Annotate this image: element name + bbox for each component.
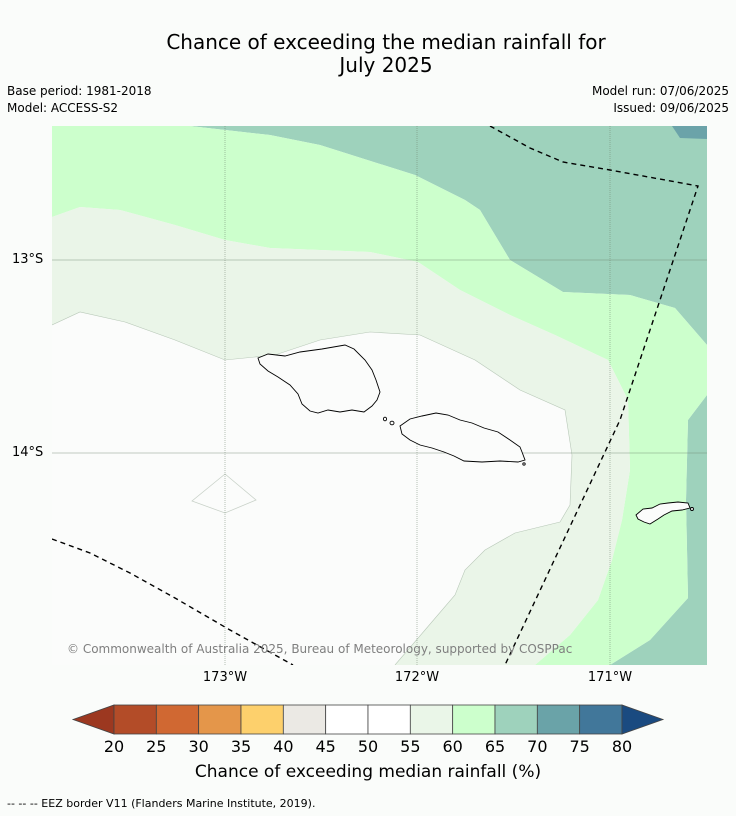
colorbar-cell — [579, 704, 623, 735]
copyright-text: © Commonwealth of Australia 2025, Bureau… — [67, 642, 572, 656]
colorbar-tick-label: 20 — [103, 737, 125, 756]
apolima-island — [389, 420, 395, 426]
colorbar-tick-label: 30 — [188, 737, 209, 756]
gridlines — [52, 126, 707, 665]
colorbar-tick-label: 80 — [611, 737, 633, 756]
chart-title: Chance of exceeding the median rainfall … — [0, 31, 736, 77]
islet-1 — [522, 462, 526, 466]
colorbar-tick-label: 35 — [230, 737, 252, 756]
colorbar-cell — [536, 704, 581, 735]
lat-label-14s: 14°S — [12, 445, 44, 460]
meta-right: Model run: 07/06/2025 Issued: 09/06/2025 — [592, 83, 729, 117]
lat-label-13s: 13°S — [12, 252, 44, 267]
upolu-island — [399, 412, 526, 463]
map-area: © Commonwealth of Australia 2025, Bureau… — [52, 126, 707, 665]
band-65-70 — [190, 126, 707, 665]
colorbar-cell — [198, 704, 242, 735]
meta-left: Base period: 1981-2018 Model: ACCESS-S2 — [7, 83, 152, 117]
colorbar-over-arrow — [621, 704, 665, 735]
colorbar-tick-label: 40 — [273, 737, 294, 756]
colorbar-cell — [155, 704, 200, 735]
lon-label-171w: 171°W — [587, 670, 633, 685]
colorbar-cell — [452, 704, 496, 735]
eez-border-east — [489, 126, 699, 665]
model-name: Model: ACCESS-S2 — [7, 101, 119, 115]
lon-label-172w: 172°W — [394, 670, 440, 685]
islands — [257, 344, 694, 525]
colorbar-tick-label: 75 — [569, 737, 590, 756]
model-run: Model run: 07/06/2025 — [591, 84, 729, 98]
band-60-65 — [52, 126, 707, 665]
colorbar-tick-label: 50 — [357, 737, 379, 756]
eez-border-southwest — [52, 538, 294, 665]
title-line-1: Chance of exceeding the median rainfall … — [166, 30, 606, 54]
issued-date: Issued: 09/06/2025 — [613, 101, 729, 115]
band-55-60 — [52, 207, 630, 665]
eez-footnote: -- -- -- EEZ border V11 (Flanders Marine… — [7, 797, 316, 810]
tutuila-island — [635, 501, 691, 525]
manono-island — [382, 416, 388, 422]
colorbar-cell — [325, 704, 369, 735]
colorbar-cell — [409, 704, 454, 735]
colorbar-under-arrow — [71, 704, 115, 735]
savaii-island — [257, 344, 381, 414]
colorbar-title: Chance of exceeding median rainfall (%) — [194, 762, 542, 782]
colorbar-cell — [240, 704, 284, 735]
colorbar-tick-label: 55 — [400, 737, 421, 756]
colorbar-tick-label: 25 — [146, 737, 167, 756]
colorbar-tick-label: 60 — [442, 737, 463, 756]
colorbar — [71, 704, 665, 735]
colorbar-cell — [113, 704, 157, 735]
band-70-75 — [672, 126, 707, 139]
aunuu-island — [690, 507, 694, 511]
colorbar-cells — [113, 704, 623, 735]
colorbar-cell — [282, 704, 327, 735]
colorbar-tick-label: 45 — [315, 737, 336, 756]
title-line-2: July 2025 — [339, 53, 433, 77]
colorbar-tick-label: 70 — [527, 737, 548, 756]
colorbar-tick-label: 65 — [484, 737, 506, 756]
contour-line-1 — [52, 311, 573, 665]
colorbar-cell — [367, 704, 411, 735]
base-period: Base period: 1981-2018 — [7, 84, 152, 98]
colorbar-cell — [494, 704, 538, 735]
eez-border — [52, 126, 699, 665]
lon-label-173w: 173°W — [202, 670, 248, 685]
